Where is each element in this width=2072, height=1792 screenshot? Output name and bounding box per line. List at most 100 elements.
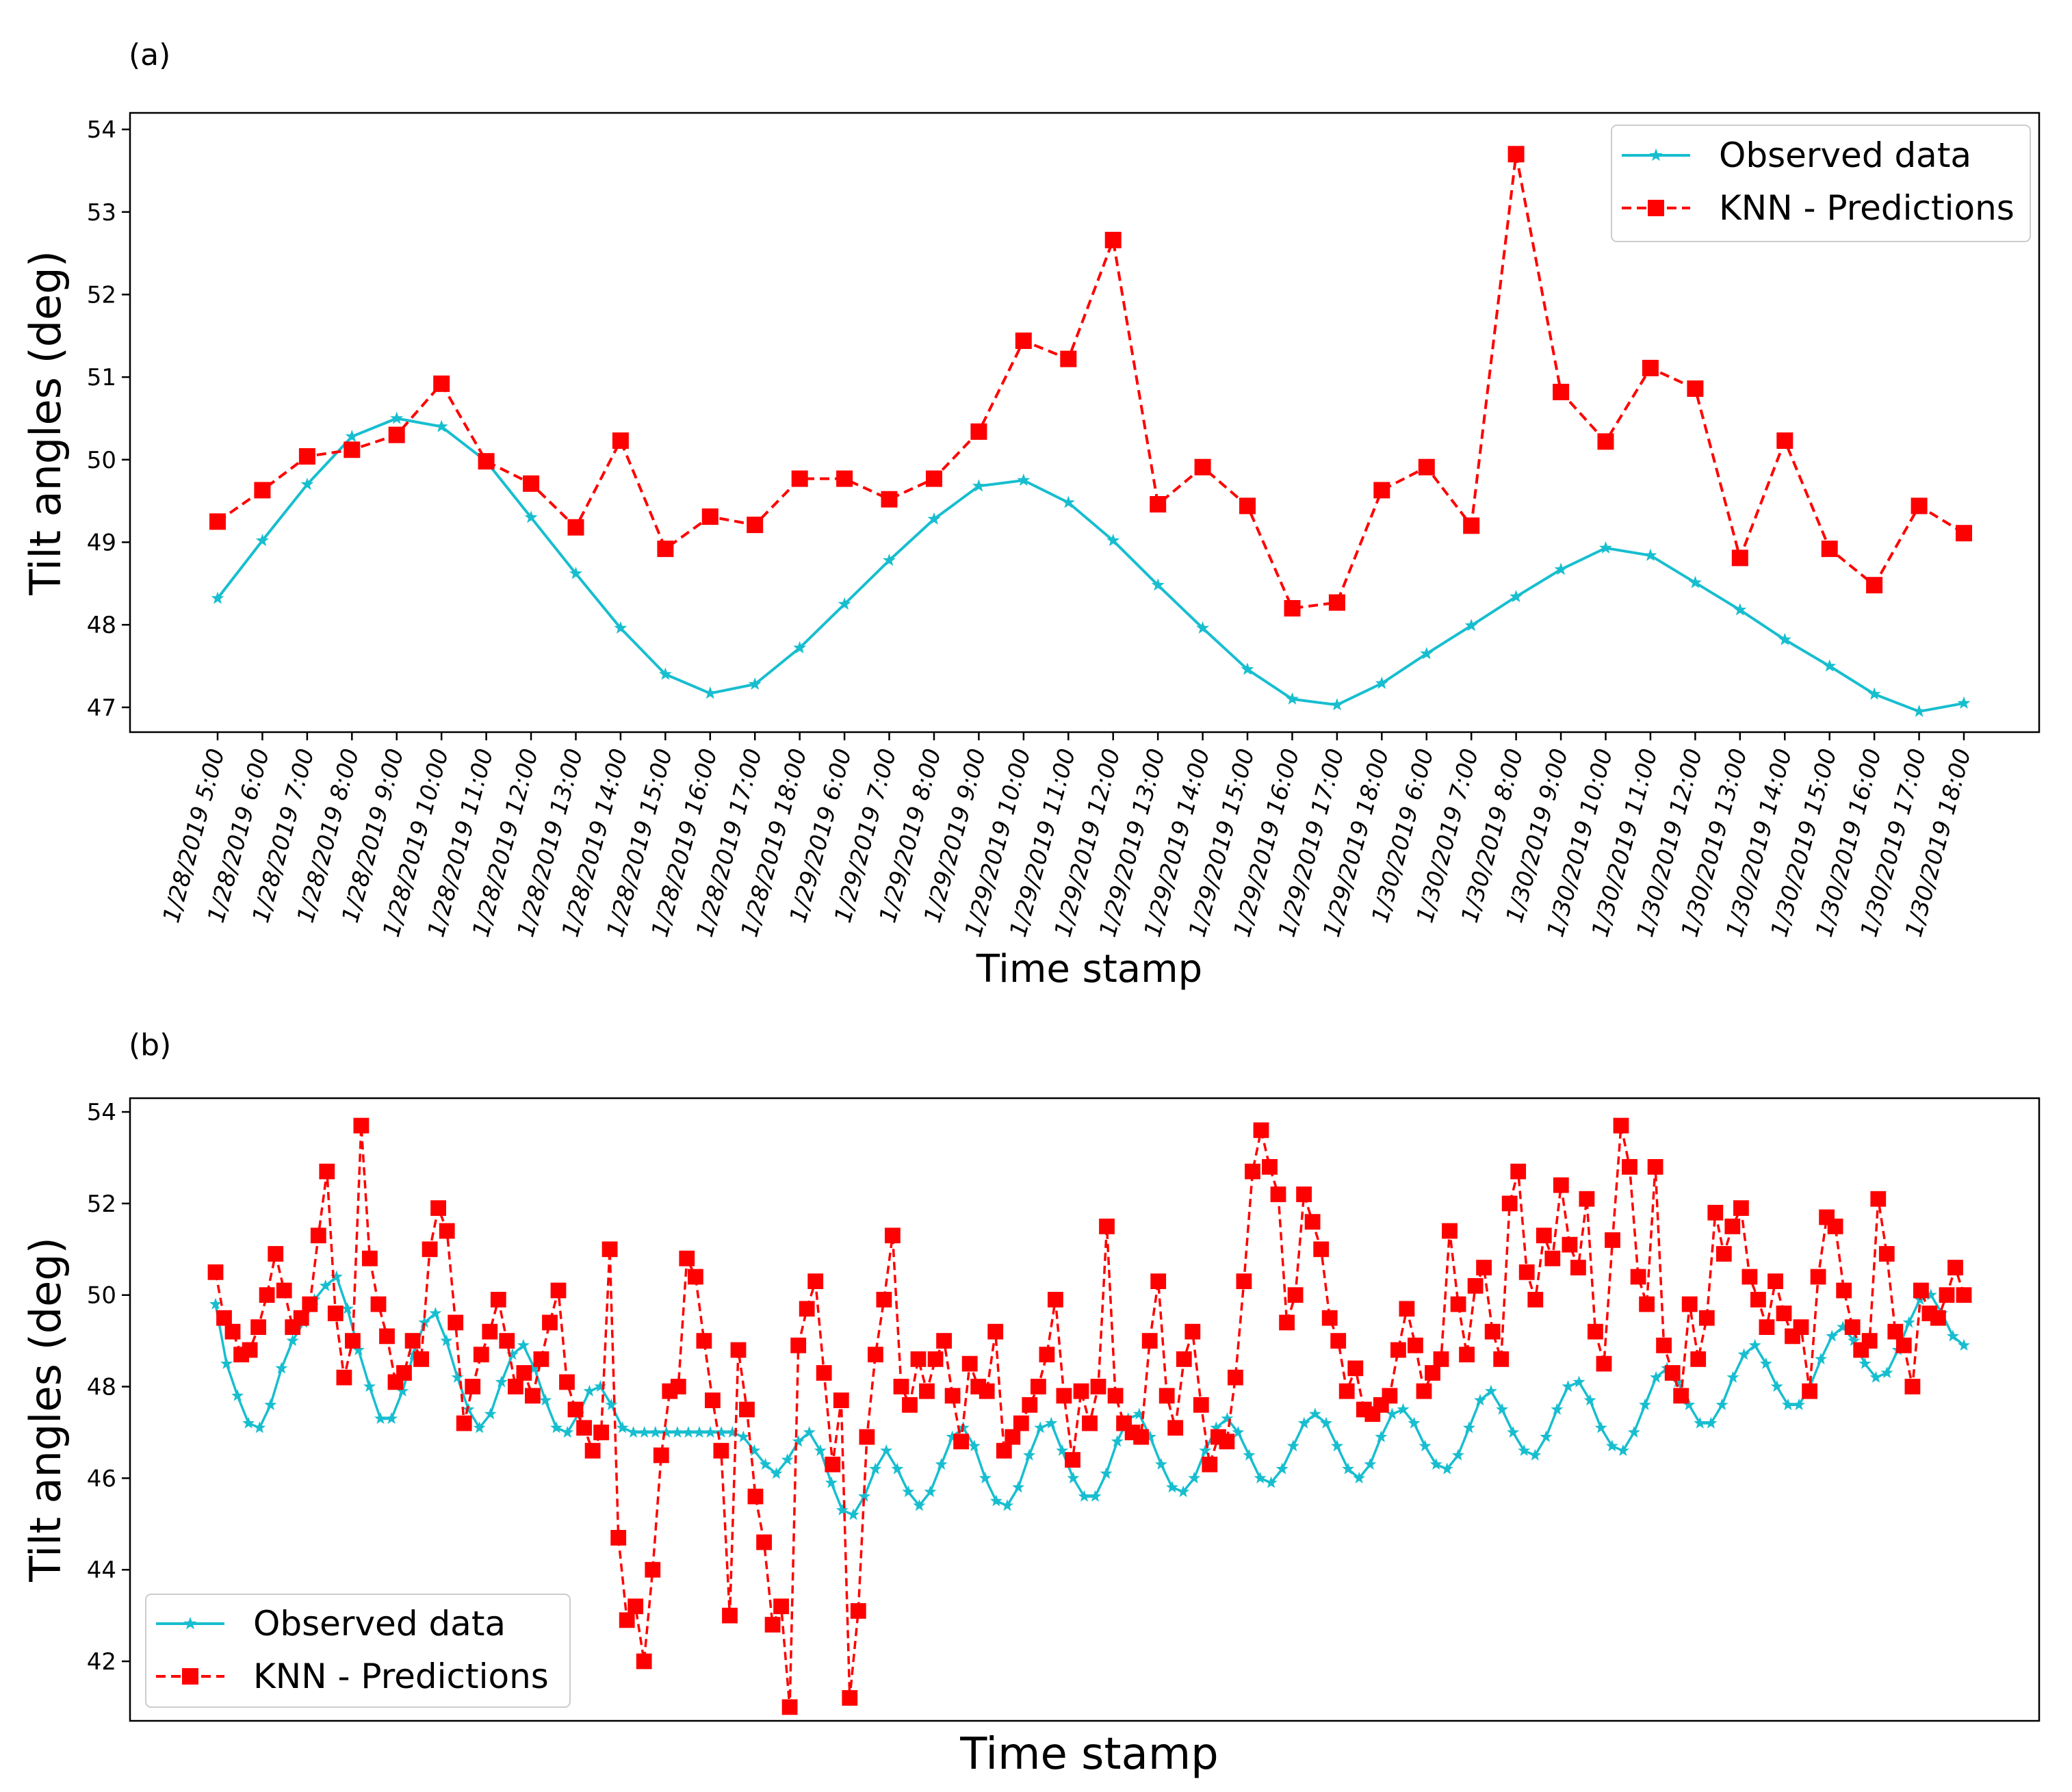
knn-point-b (1664, 1365, 1681, 1381)
knn-point-a (1553, 383, 1570, 400)
knn-point-b (1296, 1186, 1312, 1202)
knn-point-b (1013, 1415, 1029, 1431)
knn-point-b (670, 1379, 686, 1394)
observed-point-b (1045, 1416, 1058, 1429)
observed-point-b (539, 1394, 552, 1406)
knn-point-b (1262, 1159, 1278, 1175)
observed-point-b (605, 1398, 618, 1410)
observed-point-b (1012, 1481, 1025, 1493)
knn-point-b (567, 1401, 584, 1418)
y-tick-label-a: 50 (87, 447, 116, 474)
knn-point-b (1005, 1429, 1021, 1445)
knn-point-b (1844, 1319, 1861, 1335)
knn-point-a (1284, 600, 1301, 616)
knn-point-a (1911, 497, 1928, 515)
knn-point-b (1579, 1191, 1595, 1207)
knn-point-b (1048, 1292, 1063, 1308)
knn-point-b (842, 1690, 858, 1706)
observed-point-b (1572, 1375, 1585, 1388)
knn-point-b (1073, 1383, 1089, 1399)
knn-point-a (881, 491, 898, 508)
knn-point-b (1518, 1264, 1535, 1280)
knn-point-b (1596, 1355, 1612, 1372)
legend-a: Observed data KNN - Predictions (1611, 125, 2031, 242)
knn-point-a (254, 482, 271, 499)
knn-point-b (799, 1301, 815, 1317)
observed-point-b (825, 1476, 838, 1488)
knn-point-b (345, 1333, 361, 1349)
observed-point-b (550, 1421, 563, 1433)
knn-point-b (927, 1351, 944, 1367)
observed-point-b (1429, 1457, 1442, 1470)
observed-point-b (1243, 1449, 1256, 1461)
knn-point-b (465, 1379, 481, 1394)
y-tick-label-b: 42 (87, 1648, 116, 1676)
knn-point-b (876, 1292, 892, 1308)
knn-point-b (250, 1319, 266, 1335)
knn-point-b (1698, 1310, 1715, 1326)
knn-point-b (747, 1488, 764, 1505)
knn-point-b (216, 1310, 232, 1326)
knn-point-b (1605, 1232, 1620, 1248)
knn-point-b (1099, 1219, 1115, 1234)
knn-point-b (353, 1117, 370, 1134)
y-axis-label-a: Tilt angles (deg) (21, 250, 70, 596)
observed-point-b (1694, 1416, 1707, 1429)
observed-point-b (627, 1426, 640, 1438)
knn-point-b (473, 1347, 489, 1363)
observed-point-b (1462, 1421, 1475, 1433)
knn-point-b (601, 1241, 618, 1258)
knn-point-b (482, 1323, 498, 1340)
knn-point-b (319, 1163, 335, 1180)
knn-point-b (310, 1228, 326, 1244)
knn-point-b (1228, 1369, 1243, 1386)
observed-point-b (671, 1426, 684, 1438)
knn-point-b (1562, 1236, 1578, 1253)
legend-a-knn-marker (1648, 200, 1664, 216)
knn-point-b (645, 1561, 661, 1578)
knn-point-a (1463, 517, 1480, 534)
knn-point-b (653, 1447, 669, 1464)
knn-point-b (1570, 1260, 1586, 1275)
knn-point-a (1731, 549, 1748, 567)
observed-point-b (385, 1412, 398, 1425)
observed-point-b (891, 1462, 904, 1475)
y-tick-label-b: 52 (87, 1191, 116, 1218)
x-axis-label-a: Time stamp (976, 947, 1202, 991)
observed-point-b (1726, 1371, 1739, 1383)
observed-point-b (1089, 1490, 1102, 1502)
knn-point-b (1870, 1191, 1887, 1207)
knn-point-b (550, 1282, 567, 1299)
knn-point-a (1060, 350, 1077, 367)
observed-point-b (374, 1412, 387, 1425)
knn-point-b (953, 1433, 969, 1450)
observed-point-b (989, 1494, 1002, 1507)
observed-point-b (1254, 1471, 1267, 1484)
knn-point-b (1133, 1429, 1149, 1445)
knn-point-b (1158, 1388, 1175, 1404)
knn-point-b (1245, 1163, 1260, 1180)
observed-point-b (1100, 1467, 1113, 1479)
knn-point-b (850, 1603, 866, 1619)
knn-point-b (1082, 1415, 1098, 1431)
knn-point-a (612, 432, 629, 449)
observed-point-b (979, 1471, 992, 1484)
knn-point-b (1861, 1333, 1878, 1349)
knn-point-b (1639, 1296, 1655, 1312)
knn-point-b (705, 1392, 721, 1408)
knn-point-b (1330, 1333, 1347, 1349)
knn-point-a (1597, 433, 1614, 450)
knn-point-b (1184, 1323, 1201, 1340)
y-tick-label-b: 50 (87, 1282, 116, 1310)
knn-point-b (379, 1328, 395, 1345)
knn-point-b (961, 1355, 978, 1372)
y-tick-label-a: 49 (87, 529, 116, 556)
knn-point-b (1956, 1287, 1972, 1303)
knn-point-b (885, 1228, 901, 1244)
observed-point-a (1867, 687, 1881, 700)
observed-point-b (286, 1334, 299, 1347)
observed-point-b (704, 1426, 717, 1438)
observed-point-a (1957, 696, 1971, 709)
knn-point-b (1484, 1323, 1501, 1340)
knn-point-b (1039, 1347, 1055, 1363)
